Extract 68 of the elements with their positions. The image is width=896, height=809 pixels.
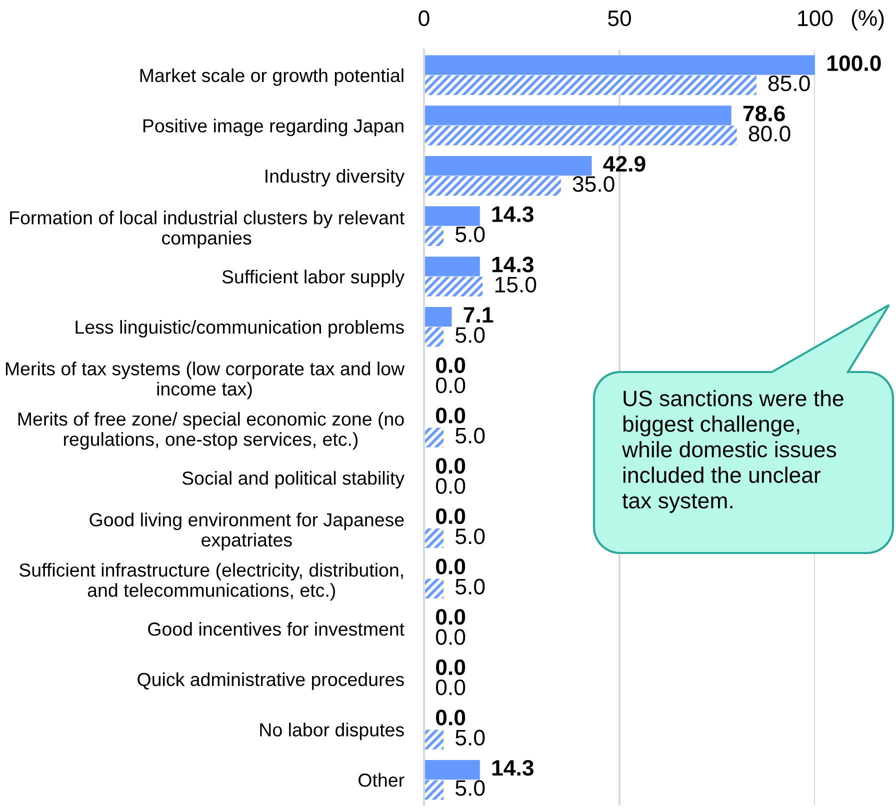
y-tick-label: Quick administrative procedures [138, 672, 404, 690]
data-label: 78.6 [743, 106, 785, 122]
bar [424, 75, 756, 96]
y-tick-label: Less linguistic/communication problems [76, 320, 404, 338]
bar [424, 106, 732, 126]
y-tick-label: Good incentives for investment [148, 622, 404, 636]
data-label: 42.9 [603, 156, 646, 172]
data-label: 35.0 [572, 176, 614, 192]
data-label: 14.3 [492, 256, 534, 272]
data-label: 0.0 [436, 679, 466, 696]
y-tick-label: Sufficient labor supply [222, 270, 405, 288]
bar [424, 276, 483, 296]
x-axis-title: (%) [852, 10, 884, 30]
x-tick-label: 0 [418, 10, 430, 26]
data-label: 5.0 [456, 428, 485, 444]
data-label: 0.0 [436, 710, 466, 726]
y-tick-label: Social and political stability [182, 471, 405, 489]
y-tick-label: Positive image regarding Japan [143, 118, 404, 136]
y-tick-label: Market scale or growth potential [140, 68, 404, 86]
data-label: 85.0 [768, 75, 810, 92]
data-label: 5.0 [456, 528, 485, 544]
bar [424, 126, 737, 146]
data-label: 0.0 [436, 377, 466, 394]
data-label: 5.0 [456, 226, 485, 242]
bar [424, 55, 815, 75]
data-label: 0.0 [436, 508, 466, 524]
data-label: 0.0 [436, 458, 466, 474]
bar [424, 176, 561, 196]
y-tick-label: Formation of local industrial clusters by relevant companies [10, 210, 404, 248]
y-tick-label: Industry diversity [266, 169, 405, 187]
data-label: 7.1 [464, 307, 494, 323]
annotation: US sanctions were the biggest challenge, while domestic issues included the unclear tax system. [622, 390, 844, 513]
x-tick-label: 50 [608, 10, 631, 26]
bar [424, 327, 444, 347]
data-label: 5.0 [456, 730, 485, 746]
bar [424, 156, 592, 176]
bar [424, 528, 444, 548]
bar [424, 730, 444, 750]
data-label: 0.0 [436, 558, 466, 574]
data-label: 0.0 [436, 629, 466, 645]
y-tick-label: Merits of tax systems (low corporate tax and low income tax) [6, 362, 405, 400]
data-label: 0.0 [436, 357, 466, 374]
data-label: 14.3 [492, 206, 534, 222]
bar [424, 760, 480, 780]
data-label: 5.0 [456, 327, 485, 343]
bar [424, 206, 480, 226]
bar [424, 578, 444, 598]
y-tick-label: Merits of free zone/ special economic zone (no regulations, one-stop services, etc.) [18, 412, 404, 450]
data-label: 14.3 [492, 760, 534, 776]
data-label: 15.0 [495, 276, 536, 293]
data-label: 0.0 [436, 659, 466, 676]
y-tick-label: Good living environment for Japanese expatriates [90, 512, 404, 550]
bar [424, 428, 444, 448]
bar [424, 306, 452, 327]
data-label: 0.0 [436, 608, 466, 625]
y-tick-label: Other [358, 773, 404, 787]
data-label: 80.0 [748, 126, 790, 142]
data-label: 100.0 [828, 55, 881, 72]
data-label: 0.0 [436, 478, 466, 494]
data-label: 5.0 [456, 780, 485, 796]
bar [424, 780, 444, 800]
bar [424, 256, 480, 276]
y-tick-label: No labor disputes [260, 722, 404, 740]
x-tick-label: 100 [798, 10, 833, 26]
y-tick-label: Sufficient infrastructure (electricity, distribution, and telecommunications, etc.) [20, 562, 403, 601]
data-label: 5.0 [456, 578, 485, 595]
data-label: 0.0 [436, 408, 466, 424]
bar [424, 226, 444, 246]
